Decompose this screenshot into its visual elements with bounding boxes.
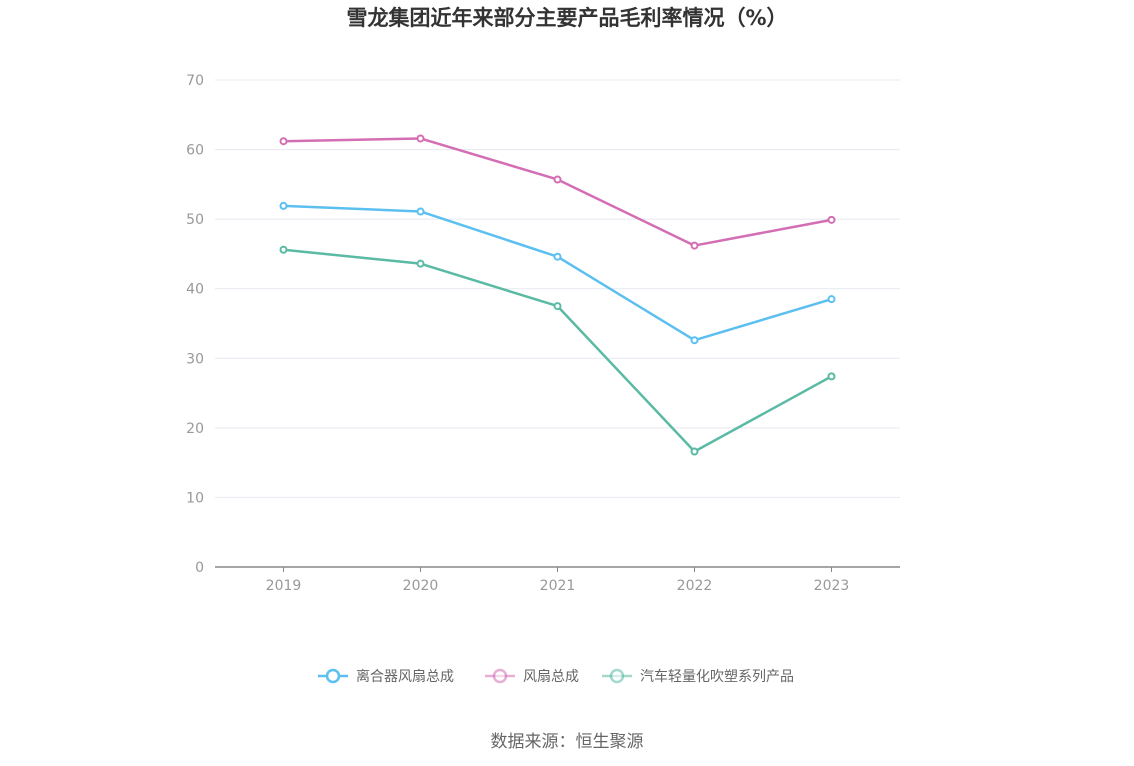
x-tick-label: 2022 — [677, 578, 713, 594]
data-point — [279, 245, 288, 254]
series-line — [283, 248, 833, 453]
data-point — [416, 259, 425, 268]
data-point — [553, 302, 562, 311]
y-tick-label: 40 — [186, 282, 204, 298]
data-point — [416, 207, 425, 216]
data-point — [690, 336, 699, 345]
x-axis: 2019 2020 2021 2022 2023 — [215, 566, 900, 594]
legend-item-1[interactable]: 离合器风扇总成 — [318, 668, 454, 685]
x-tick-label: 2021 — [540, 578, 576, 594]
legend-label: 离合器风扇总成 — [356, 668, 454, 685]
series-line — [283, 204, 832, 342]
y-tick-label: 20 — [186, 421, 204, 437]
y-tick-label: 50 — [186, 212, 204, 228]
data-point — [827, 372, 836, 381]
x-tick-label: 2020 — [403, 578, 439, 594]
series-3 — [279, 245, 836, 456]
series-line — [283, 137, 832, 247]
legend-item-2[interactable]: 风扇总成 — [485, 668, 579, 685]
y-tick-label: 60 — [186, 143, 204, 159]
chart-title: 雪龙集团近年来部分主要产品毛利率情况（%） — [346, 6, 787, 30]
x-tick-label: 2023 — [814, 578, 850, 594]
data-point — [279, 201, 288, 210]
data-point — [553, 252, 562, 261]
series-lines — [279, 134, 836, 456]
y-axis: 0 10 20 30 40 50 60 70 — [186, 73, 204, 576]
data-point — [416, 134, 425, 143]
data-point — [827, 215, 836, 224]
legend-label: 汽车轻量化吹塑系列产品 — [640, 668, 794, 685]
data-point — [827, 295, 836, 304]
series-2 — [279, 134, 836, 250]
series-1 — [279, 201, 836, 345]
legend-item-3[interactable]: 汽车轻量化吹塑系列产品 — [602, 668, 794, 685]
y-tick-label: 70 — [186, 73, 204, 89]
grid — [215, 79, 900, 498]
legend-label: 风扇总成 — [523, 669, 579, 685]
y-tick-label: 10 — [186, 490, 204, 506]
data-point — [690, 447, 699, 456]
data-point — [553, 175, 562, 184]
x-tick-label: 2019 — [266, 578, 302, 594]
y-tick-label: 30 — [186, 351, 204, 367]
legend-marker — [492, 668, 508, 684]
legend-marker — [609, 668, 625, 684]
data-point — [279, 137, 288, 146]
data-point — [690, 241, 699, 250]
source-note: 数据来源：恒生聚源 — [491, 732, 644, 752]
legend-marker — [325, 668, 341, 684]
y-tick-label: 0 — [195, 560, 204, 576]
legend[interactable]: 离合器风扇总成 风扇总成 汽车轻量化吹塑系列产品 — [318, 668, 794, 685]
